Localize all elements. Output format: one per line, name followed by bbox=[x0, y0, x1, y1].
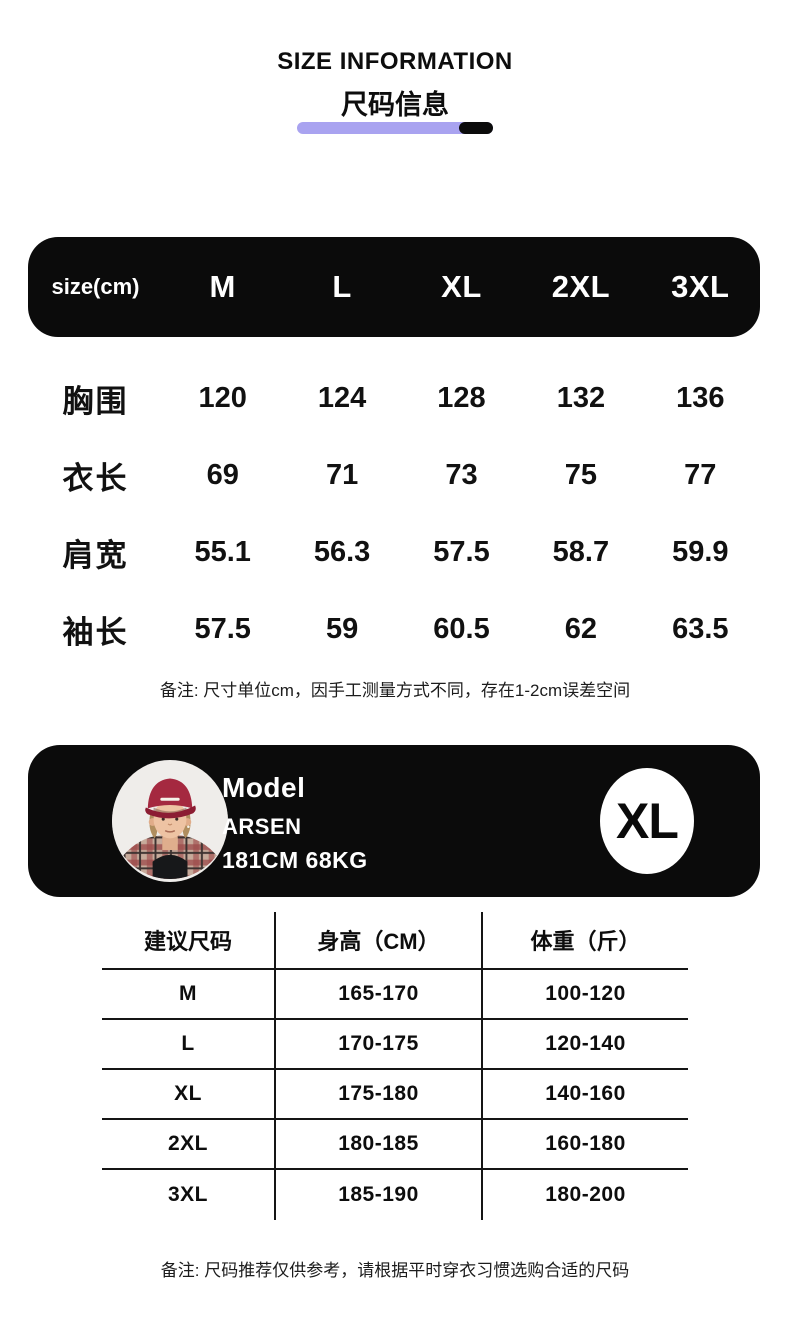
model-name: ARSEN bbox=[222, 814, 302, 839]
cell-value: 59.9 bbox=[672, 536, 729, 568]
page-title-zh: 尺码信息 bbox=[341, 90, 449, 120]
rec-cell-weight: 140-160 bbox=[481, 1070, 688, 1120]
cell-value: 128 bbox=[437, 382, 486, 414]
size-col-3xl: 3XL bbox=[671, 269, 730, 304]
rec-cell-height: 175-180 bbox=[274, 1070, 481, 1120]
cell-value: 73 bbox=[445, 459, 478, 491]
size-col-l: L bbox=[332, 269, 352, 304]
row-label: 肩宽 bbox=[62, 538, 129, 573]
model-portrait-illustration bbox=[112, 763, 228, 879]
accent-underline-bar-cap bbox=[459, 122, 493, 134]
cell-value: 75 bbox=[564, 459, 598, 491]
size-col-xl: XL bbox=[441, 269, 482, 304]
measurement-note: 备注: 尺寸单位cm，因手工测量方式不同，存在1-2cm误差空间 bbox=[159, 681, 631, 700]
size-col-2xl: 2XL bbox=[551, 269, 611, 304]
cell-value: 124 bbox=[317, 382, 367, 414]
cell-value: 77 bbox=[684, 459, 717, 491]
row-label: 衣长 bbox=[62, 461, 129, 496]
cell-value: 120 bbox=[198, 382, 247, 414]
rec-cell-size: 2XL bbox=[102, 1120, 274, 1170]
cell-value: 58.7 bbox=[552, 536, 610, 568]
recommend-table: 建议尺码 身高（CM） 体重（斤） M 165-170 100-120 L 17… bbox=[102, 912, 688, 1220]
model-heading: Model bbox=[222, 772, 306, 803]
model-banner: Model ARSEN 181CM 68KG XL bbox=[28, 745, 760, 897]
row-label: 袖长 bbox=[62, 615, 129, 650]
model-size-badge: XL bbox=[600, 768, 694, 874]
rec-cell-size: L bbox=[102, 1020, 274, 1070]
measurement-row-sleeve: 袖长 57.5 59 60.5 62 63.5 bbox=[28, 591, 760, 668]
rec-header-weight: 体重（斤） bbox=[481, 912, 688, 970]
row-label: 胸围 bbox=[62, 384, 129, 419]
rec-cell-height: 180-185 bbox=[274, 1120, 481, 1170]
cell-value: 62 bbox=[564, 613, 598, 645]
rec-cell-weight: 120-140 bbox=[481, 1020, 688, 1070]
cell-value: 63.5 bbox=[672, 613, 729, 645]
model-size-badge-label: XL bbox=[616, 793, 679, 849]
rec-cell-height: 185-190 bbox=[274, 1170, 481, 1220]
rec-cell-weight: 100-120 bbox=[481, 970, 688, 1020]
cell-value: 136 bbox=[676, 382, 725, 414]
cell-value: 69 bbox=[206, 459, 239, 491]
rec-cell-size: 3XL bbox=[167, 1183, 208, 1206]
cell-value: 59 bbox=[325, 613, 359, 645]
cell-value: 56.3 bbox=[313, 536, 371, 568]
size-unit-label: size(cm) bbox=[51, 274, 140, 299]
rec-header-height: 身高（CM） bbox=[274, 912, 481, 970]
measurement-rows: 胸围 120 124 128 132 136 衣长 69 71 73 75 77… bbox=[28, 360, 760, 668]
size-col-m: M bbox=[209, 269, 236, 304]
rec-header-size: 建议尺码 bbox=[102, 912, 274, 970]
cell-value: 57.5 bbox=[194, 613, 251, 645]
cell-value: 60.5 bbox=[433, 613, 490, 645]
measurement-row-length: 衣长 69 71 73 75 77 bbox=[28, 437, 760, 514]
rec-cell-weight: 180-200 bbox=[481, 1170, 688, 1220]
measurement-row-chest: 胸围 120 124 128 132 136 bbox=[28, 360, 760, 437]
rec-cell-height: 170-175 bbox=[274, 1020, 481, 1070]
measurement-row-shoulder: 肩宽 55.1 56.3 57.5 58.7 59.9 bbox=[28, 514, 760, 591]
page-title-en: SIZE INFORMATION bbox=[277, 48, 513, 75]
cell-value: 57.5 bbox=[433, 536, 490, 568]
size-header-bar: size(cm) M L XL 2XL 3XL bbox=[28, 237, 760, 337]
model-photo bbox=[112, 760, 228, 882]
cell-value: 132 bbox=[556, 382, 606, 414]
model-stats: 181CM 68KG bbox=[222, 847, 368, 873]
rec-cell-weight: 160-180 bbox=[481, 1120, 688, 1170]
cell-value: 55.1 bbox=[194, 536, 251, 568]
rec-cell-size: XL bbox=[102, 1070, 274, 1120]
model-text-block: Model ARSEN 181CM 68KG bbox=[222, 772, 368, 874]
rec-cell-height: 165-170 bbox=[274, 970, 481, 1020]
cell-value: 71 bbox=[325, 459, 359, 491]
rec-cell-size: M bbox=[102, 970, 274, 1020]
recommend-note: 备注: 尺码推荐仅供参考，请根据平时穿衣习惯选购合适的尺码 bbox=[160, 1261, 630, 1280]
accent-underline-bar bbox=[297, 122, 493, 134]
